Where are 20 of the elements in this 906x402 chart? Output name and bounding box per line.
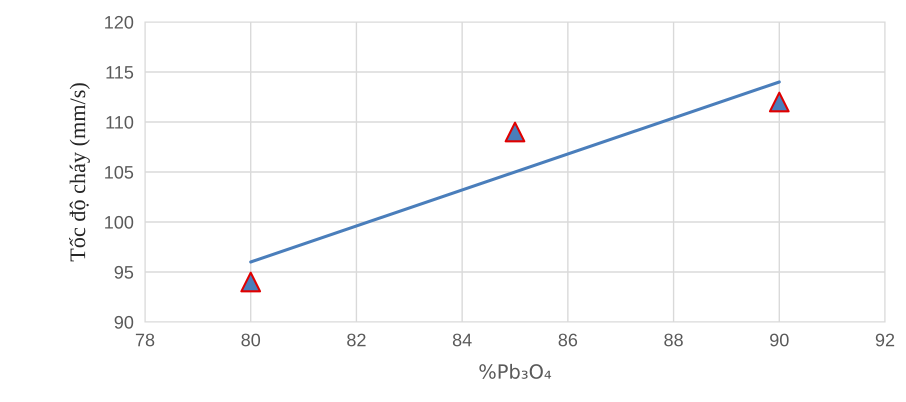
- x-tick-label: 82: [347, 334, 366, 346]
- point: [768, 92, 790, 112]
- y-tick-label: 90: [114, 316, 134, 329]
- y-axis-title: Tốc độ cháy (mm/s): [68, 83, 90, 262]
- y-tick-label: 110: [106, 116, 134, 129]
- x-tick-label: 86: [558, 334, 578, 346]
- point: [240, 272, 262, 292]
- y-tick-label: 115: [106, 66, 134, 79]
- x-axis-title: %Pb₃O₄: [479, 364, 552, 379]
- point: [504, 122, 526, 142]
- x-tick-label: 84: [452, 334, 472, 346]
- y-tick-label: 105: [105, 166, 134, 179]
- x-tick-label: 92: [876, 334, 894, 346]
- y-tick-label: 100: [105, 216, 134, 229]
- x-tick-label: 80: [241, 334, 260, 346]
- y-tick-label: 120: [105, 16, 134, 29]
- x-tick-label: 88: [664, 334, 683, 346]
- x-tick-label: 78: [136, 334, 154, 346]
- x-tick-label: 90: [770, 334, 789, 346]
- y-tick-label: 95: [114, 266, 134, 279]
